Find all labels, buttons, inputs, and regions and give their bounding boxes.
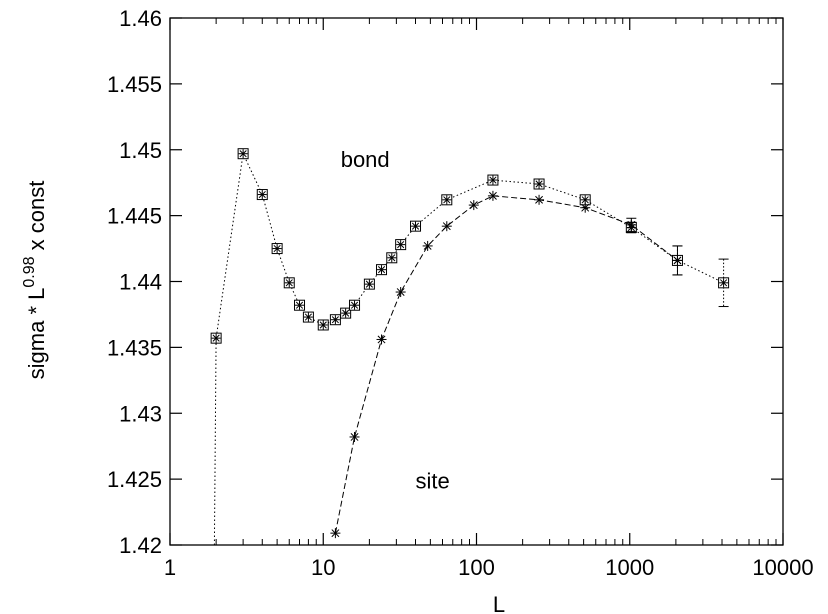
data-point	[441, 194, 453, 206]
annotations: bond site	[341, 147, 450, 493]
tick-labels: 1.42 1.425 1.43 1.435 1.44 1.445 1.45 1.455 1.46…	[107, 6, 814, 580]
data-point	[340, 307, 352, 319]
data-point	[441, 221, 452, 232]
data-point	[487, 174, 499, 186]
data-point	[256, 189, 268, 201]
data-point	[330, 528, 341, 539]
data-point	[376, 334, 387, 345]
data-point	[718, 277, 730, 289]
data-point	[210, 332, 222, 344]
x-axis-title: L	[493, 592, 505, 614]
y-axis-title-exponent: 0.98	[21, 256, 38, 287]
data-point	[468, 200, 479, 211]
data-point	[349, 431, 360, 442]
data-point	[349, 299, 361, 311]
data-point	[294, 299, 306, 311]
data-point	[672, 255, 683, 266]
data-point	[579, 194, 591, 206]
data-point	[271, 243, 283, 255]
data-point	[363, 278, 375, 290]
x-tick-label: 1	[164, 555, 176, 580]
series-2	[330, 190, 683, 539]
x-tick-label: 10	[311, 555, 335, 580]
y-tick-label: 1.425	[107, 467, 162, 492]
data-point	[533, 178, 545, 190]
y-tick-label: 1.455	[107, 72, 162, 97]
x-tick-label: 1000	[605, 555, 654, 580]
y-tick-label: 1.43	[119, 401, 162, 426]
data-point	[395, 287, 406, 298]
data-point	[237, 148, 249, 160]
data-series	[210, 148, 730, 546]
data-point	[422, 240, 433, 251]
data-point	[487, 190, 498, 201]
y-tick-label: 1.44	[119, 270, 162, 295]
x-tick-label: 100	[458, 555, 495, 580]
y-tick-label: 1.46	[119, 6, 162, 31]
y-axis-title-suffix: x const	[24, 181, 49, 257]
data-point	[329, 314, 341, 326]
axis-ticks	[169, 17, 784, 546]
plot-frame	[169, 17, 784, 546]
axis-titles: L sigma * L0.98 x const	[21, 181, 505, 614]
annotation-label: site	[416, 468, 450, 493]
y-axis-title-prefix: sigma * L	[24, 288, 49, 380]
data-point	[395, 239, 407, 251]
series-line	[334, 195, 678, 534]
y-tick-label: 1.435	[107, 335, 162, 360]
series-line	[213, 151, 724, 546]
annotation-label: bond	[341, 147, 390, 172]
plot-border	[169, 17, 784, 546]
data-point	[302, 311, 314, 323]
data-point	[283, 277, 295, 289]
data-point	[580, 202, 591, 213]
y-tick-label: 1.445	[107, 204, 162, 229]
y-tick-label: 1.42	[119, 533, 162, 558]
error-bar	[718, 258, 729, 308]
data-point	[626, 219, 637, 230]
y-axis-title: sigma * L0.98 x const	[21, 181, 49, 380]
data-point	[410, 220, 422, 232]
x-tick-label: 10000	[752, 555, 813, 580]
data-point	[386, 252, 398, 264]
y-tick-label: 1.45	[119, 138, 162, 163]
data-point	[534, 194, 545, 205]
data-point	[317, 319, 329, 331]
data-point	[376, 264, 388, 276]
